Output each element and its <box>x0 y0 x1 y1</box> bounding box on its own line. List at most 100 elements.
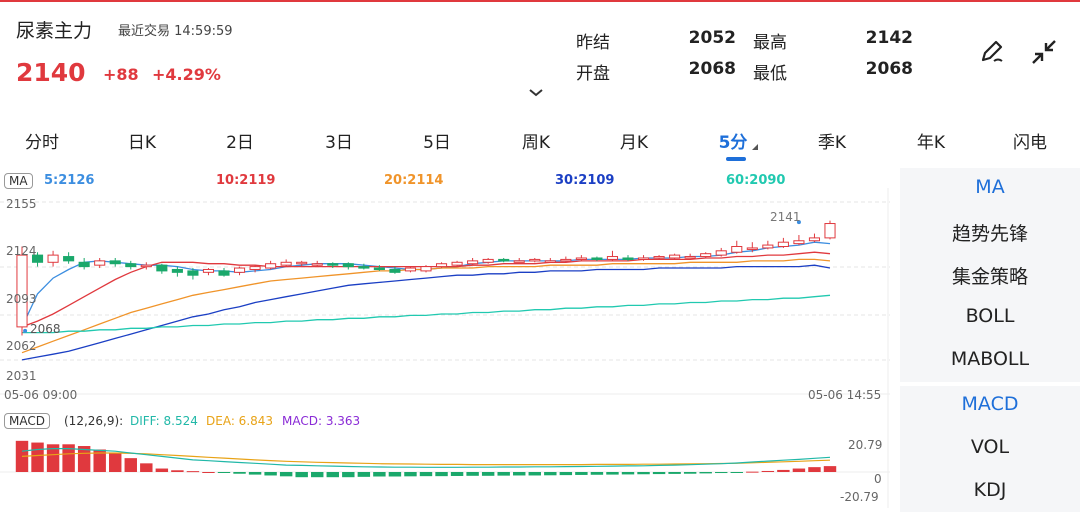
period-tabs: 分时 日K 2日 3日 5日 周K 月K 5分 季K 年K 闪电 <box>0 118 1080 162</box>
last-price-marker <box>796 220 801 225</box>
candle-body <box>560 258 572 262</box>
prev-settle-value: 2052 <box>688 28 736 48</box>
macd-histogram-bar <box>435 472 448 477</box>
macd-badge[interactable]: MACD <box>4 413 50 429</box>
macd-dea-line <box>21 452 831 466</box>
macd-histogram-bar <box>606 472 619 475</box>
tab-5day[interactable]: 5日 <box>423 133 451 153</box>
indicator-macd[interactable]: MACD <box>961 393 1019 415</box>
macd-histogram-bar <box>279 472 293 477</box>
macd-histogram-bar <box>528 472 541 476</box>
macd-histogram-bar <box>233 472 246 474</box>
candle-body <box>684 256 696 259</box>
indicator-fund-strategy[interactable]: 集金策略 <box>951 266 1028 288</box>
ma-badge[interactable]: MA <box>4 173 33 189</box>
candle-body <box>529 258 541 262</box>
chart-area[interactable]: MA 5:2126 10:2119 20:2114 30:2109 60:209… <box>0 168 900 512</box>
low-label: 最低 <box>753 64 787 84</box>
macd-histogram-bar <box>823 466 837 472</box>
dropdown-corner-icon[interactable] <box>752 144 758 150</box>
macd-diff-line <box>21 448 831 468</box>
candle-body <box>762 244 774 249</box>
indicator-ma[interactable]: MA <box>975 176 1005 198</box>
macd-histogram-bar <box>326 472 339 478</box>
pen-icon[interactable] <box>976 36 1008 68</box>
macd-histogram-bar <box>202 472 215 473</box>
last-price: 2140 <box>16 58 86 87</box>
macd-histogram-bar <box>621 472 635 475</box>
indicator-maboll[interactable]: MABOLL <box>950 348 1030 370</box>
low-price-marker <box>23 328 28 333</box>
indicator-vol[interactable]: VOL <box>970 436 1010 458</box>
price-axis-top: 2155 <box>6 197 37 211</box>
indicator-kdj[interactable]: KDJ <box>973 479 1007 501</box>
macd-histogram-bar <box>481 472 495 476</box>
candle-body <box>435 263 448 268</box>
macd-axis-top: 20.79 <box>848 438 883 452</box>
candle-body <box>808 237 821 242</box>
tab-daily[interactable]: 日K <box>127 133 157 153</box>
macd-histogram-bar <box>155 468 169 472</box>
tab-quarterly[interactable]: 季K <box>817 133 847 153</box>
tab-monthly[interactable]: 月K <box>619 133 649 153</box>
tab-intraday[interactable]: 分时 <box>25 133 59 153</box>
active-tab-indicator <box>726 157 746 161</box>
macd-histogram-bar <box>450 472 464 476</box>
quote-header: 尿素主力 最近交易 14:59:59 2140 +88 +4.29% 昨结 20… <box>0 0 1080 110</box>
candle-body <box>265 263 277 269</box>
ma60-label: 60:2090 <box>726 173 786 188</box>
candle-body <box>249 266 261 270</box>
indicator-trend-pioneer[interactable]: 趋势先锋 <box>951 223 1028 245</box>
candle-body <box>731 246 743 253</box>
shrink-icon[interactable] <box>1028 36 1060 68</box>
candle-body <box>109 260 121 265</box>
macd-histogram-bar <box>699 472 712 474</box>
candle-body <box>140 264 152 268</box>
macd-histogram-bar <box>311 472 324 478</box>
macd-histogram-bar <box>171 470 184 472</box>
indicator-boll[interactable]: BOLL <box>965 305 1015 327</box>
candle-body <box>513 260 525 263</box>
macd-axis-bottom: -20.79 <box>840 490 879 504</box>
candle-body <box>31 254 44 263</box>
tab-yearly[interactable]: 年K <box>916 133 946 153</box>
tab-3day[interactable]: 3日 <box>325 133 353 153</box>
panel-divider <box>900 382 1080 386</box>
tab-5min[interactable]: 5分 <box>718 133 748 153</box>
macd-params: (12,26,9): <box>64 414 124 428</box>
macd-histogram-bar <box>652 472 666 475</box>
candle-body <box>358 266 370 269</box>
time-axis-start: 05-06 09:00 <box>4 388 78 402</box>
macd-histogram-bar <box>388 472 402 477</box>
candle-body <box>793 240 805 245</box>
macd-histogram-bar <box>808 467 821 472</box>
tab-flash[interactable]: 闪电 <box>1013 133 1047 153</box>
macd-histogram-bar <box>544 472 557 476</box>
chevron-down-icon[interactable] <box>528 86 544 102</box>
macd-histogram-bar <box>93 449 106 472</box>
last-price-annotation: 2141 <box>770 210 801 224</box>
ma-line-ma30 <box>21 264 831 361</box>
candle-body <box>156 264 168 272</box>
macd-histogram-bar <box>761 470 775 472</box>
tab-2day[interactable]: 2日 <box>226 133 254 153</box>
candle-body <box>16 254 28 328</box>
candle-body <box>47 254 59 263</box>
macd-histogram-bar <box>31 442 44 472</box>
macd-histogram-bar <box>140 463 153 472</box>
macd-histogram-bar <box>248 472 262 475</box>
candle-body <box>715 250 727 256</box>
candle-body <box>218 270 230 276</box>
macd-histogram-bar <box>15 440 29 472</box>
low-price-annotation: 2068 <box>30 322 61 336</box>
candle-body <box>171 268 183 273</box>
candle-body <box>591 257 603 260</box>
ma20-label: 20:2114 <box>384 173 444 188</box>
macd-histogram-bar <box>109 452 122 472</box>
price-axis-low1: 2093 <box>6 292 37 306</box>
candle-body <box>327 263 339 266</box>
macd-histogram-bar <box>373 472 386 477</box>
macd-histogram-bar <box>746 471 759 473</box>
tab-weekly[interactable]: 周K <box>521 133 551 153</box>
high-value: 2142 <box>865 28 913 48</box>
